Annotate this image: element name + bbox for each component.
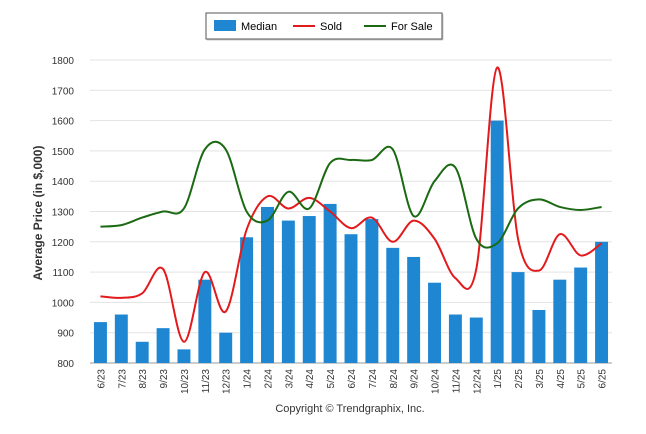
y-axis-ticks: 800 900 1000 1100 1200 1300 1400 1500 1600 1700 18… [52, 56, 75, 370]
median-bar [595, 241, 609, 363]
y-tick-label: 1100 [52, 268, 74, 279]
x-tick-label: 2/25 [514, 369, 525, 389]
median-bar [532, 309, 546, 363]
x-tick-label: 12/23 [222, 369, 233, 394]
legend-swatch-median [214, 20, 236, 31]
x-tick-label: 4/24 [305, 369, 316, 389]
legend-label: Median [241, 21, 277, 33]
x-tick-label: 10/24 [431, 369, 442, 394]
median-bar [386, 247, 400, 363]
median-bar [428, 282, 441, 363]
x-tick-label: 9/24 [410, 369, 421, 389]
x-tick-label: 6/25 [598, 369, 609, 389]
x-tick-label: 1/25 [493, 369, 504, 389]
y-tick-label: 1800 [52, 56, 75, 67]
x-tick-label: 8/24 [389, 369, 400, 389]
median-bar [93, 322, 107, 363]
y-tick-label: 900 [57, 329, 74, 340]
x-tick-label: 4/25 [556, 369, 567, 389]
y-tick-label: 1400 [52, 177, 75, 188]
median-bar [553, 279, 567, 363]
legend-label: Sold [320, 21, 342, 33]
y-axis-title: Average Price (in $,000) [31, 146, 45, 281]
x-tick-label: 11/24 [451, 369, 462, 394]
median-bar [407, 256, 421, 363]
x-tick-label: 12/24 [472, 369, 483, 394]
median-bars [93, 120, 609, 363]
median-bar [156, 328, 170, 363]
median-bar [219, 332, 233, 363]
x-tick-label: 7/24 [368, 369, 379, 389]
y-tick-label: 1200 [52, 238, 75, 249]
median-bar [448, 314, 462, 363]
median-bar [323, 203, 337, 363]
x-tick-label: 5/25 [577, 369, 588, 389]
median-bar [261, 206, 274, 363]
median-bar [344, 234, 358, 363]
copyright-text: Copyright © Trendgraphix, Inc. [275, 403, 424, 415]
y-tick-label: 1300 [52, 208, 75, 219]
median-bar [511, 272, 525, 363]
x-tick-label: 5/24 [326, 369, 337, 389]
x-tick-label: 3/25 [535, 369, 546, 389]
x-tick-label: 2/24 [263, 369, 274, 389]
series-lines [100, 66, 603, 343]
x-tick-label: 1/24 [243, 369, 254, 389]
median-bar [469, 317, 483, 363]
median-bar [574, 267, 588, 363]
y-tick-label: 800 [57, 359, 74, 370]
x-tick-label: 6/23 [96, 369, 107, 389]
median-bar [177, 349, 191, 363]
x-tick-label: 6/24 [347, 369, 358, 389]
x-tick-label: 11/23 [201, 369, 212, 394]
x-axis-ticks: 6/23 7/23 8/23 9/23 10/23 11/23 12/23 1/24 2/24 3… [96, 369, 608, 394]
x-tick-label: 10/23 [180, 369, 191, 394]
median-bar [240, 237, 254, 363]
legend: Median Sold For Sale [205, 12, 444, 41]
legend-label: For Sale [391, 21, 433, 33]
y-tick-label: 1000 [52, 298, 75, 309]
y-tick-label: 1600 [52, 117, 75, 128]
x-tick-label: 7/23 [117, 369, 128, 389]
legend-box [205, 12, 443, 40]
median-bar [302, 216, 316, 363]
x-tick-label: 9/23 [159, 369, 170, 389]
y-tick-label: 1500 [52, 147, 75, 158]
sold-line [100, 66, 603, 343]
median-bar [365, 219, 379, 363]
median-bar [281, 220, 295, 363]
median-bar [198, 279, 212, 363]
median-bar [114, 314, 128, 363]
for-sale-line [100, 140, 602, 249]
x-tick-label: 8/23 [138, 369, 149, 389]
median-bar [490, 120, 504, 363]
y-tick-label: 1700 [52, 86, 75, 97]
median-bar [135, 341, 149, 363]
x-tick-label: 3/24 [284, 369, 295, 389]
